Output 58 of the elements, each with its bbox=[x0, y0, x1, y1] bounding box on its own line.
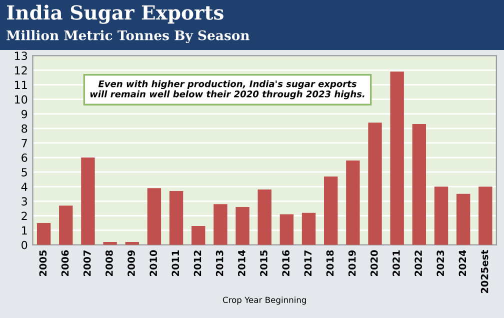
x-tick-label: 2014 bbox=[238, 250, 246, 276]
x-tick-label: 2007 bbox=[83, 250, 91, 276]
x-tick-label: 2008 bbox=[106, 250, 113, 276]
y-tick-label: 0 bbox=[22, 240, 28, 250]
bar bbox=[434, 186, 448, 245]
x-tick-label: 2025est bbox=[480, 250, 488, 294]
x-tick-label: 2024 bbox=[458, 250, 466, 276]
y-tick-label: 12 bbox=[14, 66, 27, 74]
y-tick-label: 11 bbox=[14, 80, 27, 89]
x-tick-label: 2012 bbox=[194, 250, 202, 276]
chart-subtitle: Million Metric Tonnes By Season bbox=[6, 30, 250, 44]
y-tick-label: 3 bbox=[22, 197, 28, 206]
x-tick-label: 2021 bbox=[392, 250, 400, 276]
x-tick-label: 2020 bbox=[370, 250, 378, 276]
bar bbox=[478, 186, 492, 245]
x-tick-label: 2005 bbox=[39, 250, 47, 276]
bar bbox=[81, 158, 95, 245]
bar bbox=[147, 188, 162, 245]
x-tick-label: 2011 bbox=[172, 250, 180, 276]
bar bbox=[456, 194, 470, 245]
x-tick-label: 2015 bbox=[260, 250, 268, 276]
bar bbox=[192, 226, 206, 245]
y-tick-label: 8 bbox=[22, 124, 28, 133]
chart-title: India Sugar Exports bbox=[6, 4, 224, 24]
x-tick-label: 2009 bbox=[128, 250, 135, 276]
bar bbox=[280, 214, 294, 245]
bar bbox=[390, 72, 404, 245]
bar bbox=[368, 122, 382, 245]
y-tick-label: 4 bbox=[21, 182, 28, 191]
y-tick-label: 9 bbox=[22, 110, 28, 118]
x-axis-title: Crop Year Beginning bbox=[222, 296, 306, 305]
y-tick-label: 6 bbox=[22, 154, 28, 162]
x-tick-label: 2016 bbox=[282, 250, 290, 276]
x-tick-label: 2010 bbox=[150, 250, 158, 276]
x-tick-label: 2018 bbox=[326, 250, 334, 276]
bar bbox=[36, 223, 51, 245]
x-tick-label: 2019 bbox=[348, 250, 356, 276]
bar bbox=[169, 191, 184, 245]
bar bbox=[302, 212, 316, 245]
bar bbox=[59, 206, 73, 245]
bar bbox=[412, 124, 426, 245]
y-tick-label: 10 bbox=[14, 95, 28, 104]
x-tick-label: 2022 bbox=[414, 250, 422, 276]
bar bbox=[324, 176, 338, 245]
x-tick-label: 2017 bbox=[304, 250, 312, 276]
y-tick-label: 1 bbox=[22, 226, 27, 235]
x-tick-label: 2006 bbox=[61, 250, 69, 276]
y-tick-label: 2 bbox=[22, 212, 27, 220]
bar bbox=[236, 207, 250, 245]
x-tick-label: 2023 bbox=[436, 250, 444, 276]
annotation: Even with higher production, India's sugar exports will remain well below their 2020 through 2023 highs. bbox=[90, 80, 364, 100]
bar bbox=[258, 190, 272, 245]
y-tick-label: 5 bbox=[22, 168, 27, 176]
y-tick-label: 7 bbox=[22, 139, 27, 148]
y-tick-label: 13 bbox=[14, 52, 28, 60]
x-tick-label: 2013 bbox=[216, 250, 224, 276]
bar bbox=[214, 204, 228, 245]
bar bbox=[346, 160, 360, 245]
